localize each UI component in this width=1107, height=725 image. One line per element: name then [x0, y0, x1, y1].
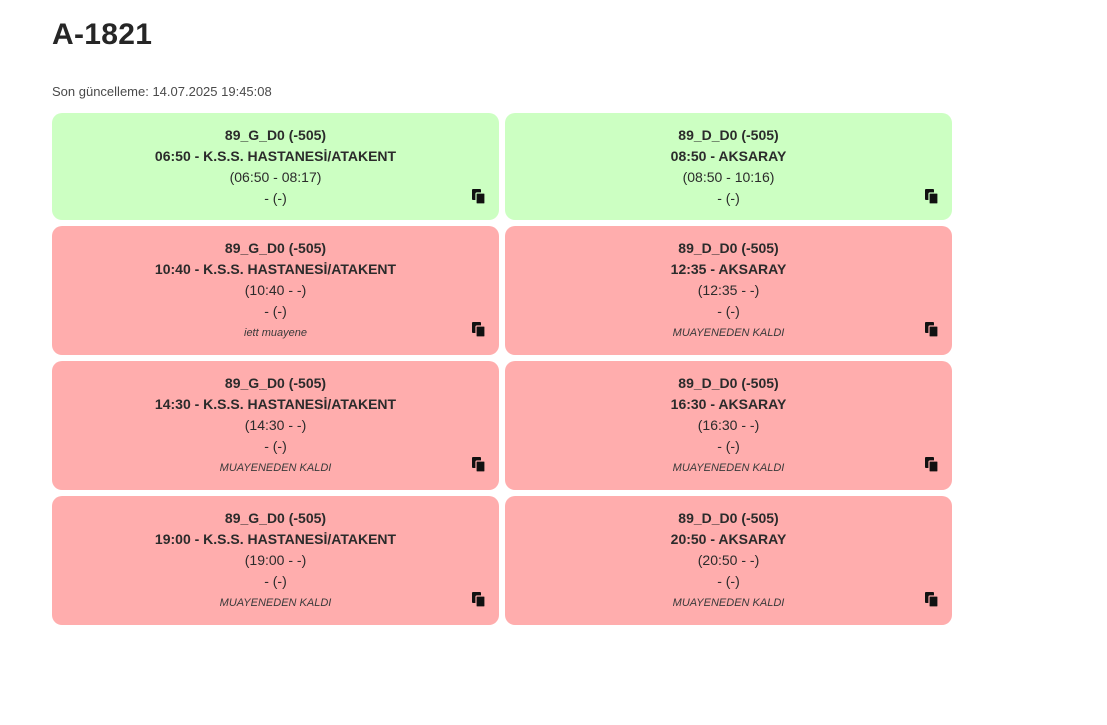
trip-driver: - (-) [717, 303, 740, 319]
copy-icon[interactable] [925, 592, 939, 607]
copy-icon[interactable] [925, 189, 939, 204]
copy-icon[interactable] [472, 189, 486, 204]
trip-time-range: (08:50 - 10:16) [682, 169, 775, 185]
copy-icon[interactable] [472, 592, 486, 607]
trip-card: 89_D_D0 (-505) 20:50 - AKSARAY (20:50 - … [505, 496, 952, 625]
trip-note: MUAYENEDEN KALDI [219, 597, 332, 609]
trip-time-range: (06:50 - 08:17) [229, 169, 322, 185]
copy-icon[interactable] [472, 457, 486, 472]
trip-time-range: (12:35 - -) [697, 282, 760, 298]
trip-time-range: (20:50 - -) [697, 552, 760, 568]
trip-card: 89_G_D0 (-505) 14:30 - K.S.S. HASTANESİ/… [52, 361, 499, 490]
trip-departure: 08:50 - AKSARAY [670, 148, 787, 164]
trip-driver: - (-) [264, 190, 287, 206]
copy-icon[interactable] [925, 457, 939, 472]
trip-driver: - (-) [264, 303, 287, 319]
page-title: A-1821 [52, 18, 153, 51]
trip-time-range: (10:40 - -) [244, 282, 307, 298]
trip-driver: - (-) [717, 190, 740, 206]
trip-route: 89_G_D0 (-505) [224, 510, 327, 526]
trip-note: iett muayene [244, 327, 307, 339]
trip-card: 89_G_D0 (-505) 10:40 - K.S.S. HASTANESİ/… [52, 226, 499, 355]
trip-card: 89_D_D0 (-505) 12:35 - AKSARAY (12:35 - … [505, 226, 952, 355]
trip-route: 89_D_D0 (-505) [678, 510, 779, 526]
trip-driver: - (-) [264, 438, 287, 454]
trip-card: 89_G_D0 (-505) 19:00 - K.S.S. HASTANESİ/… [52, 496, 499, 625]
trip-route: 89_G_D0 (-505) [224, 240, 327, 256]
trip-time-range: (16:30 - -) [697, 417, 760, 433]
trip-departure: 10:40 - K.S.S. HASTANESİ/ATAKENT [154, 261, 397, 277]
trip-route: 89_G_D0 (-505) [224, 375, 327, 391]
trip-note: MUAYENEDEN KALDI [672, 597, 785, 609]
trip-departure: 14:30 - K.S.S. HASTANESİ/ATAKENT [154, 396, 397, 412]
last-updated-text: Son güncelleme: 14.07.2025 19:45:08 [52, 84, 272, 99]
trip-departure: 16:30 - AKSARAY [670, 396, 787, 412]
trip-departure: 19:00 - K.S.S. HASTANESİ/ATAKENT [154, 531, 397, 547]
trip-route: 89_D_D0 (-505) [678, 240, 779, 256]
trip-note: MUAYENEDEN KALDI [219, 462, 332, 474]
trip-driver: - (-) [717, 573, 740, 589]
trip-grid: 89_G_D0 (-505) 06:50 - K.S.S. HASTANESİ/… [52, 113, 952, 625]
copy-icon[interactable] [472, 322, 486, 337]
trip-note: MUAYENEDEN KALDI [672, 462, 785, 474]
trip-route: 89_D_D0 (-505) [678, 375, 779, 391]
trip-departure: 20:50 - AKSARAY [670, 531, 787, 547]
trip-time-range: (14:30 - -) [244, 417, 307, 433]
trip-card: 89_G_D0 (-505) 06:50 - K.S.S. HASTANESİ/… [52, 113, 499, 220]
trip-driver: - (-) [264, 573, 287, 589]
trip-card: 89_D_D0 (-505) 16:30 - AKSARAY (16:30 - … [505, 361, 952, 490]
trip-route: 89_G_D0 (-505) [224, 127, 327, 143]
trip-time-range: (19:00 - -) [244, 552, 307, 568]
trip-departure: 06:50 - K.S.S. HASTANESİ/ATAKENT [154, 148, 397, 164]
trip-note: MUAYENEDEN KALDI [672, 327, 785, 339]
trip-driver: - (-) [717, 438, 740, 454]
trip-departure: 12:35 - AKSARAY [670, 261, 787, 277]
copy-icon[interactable] [925, 322, 939, 337]
trip-card: 89_D_D0 (-505) 08:50 - AKSARAY (08:50 - … [505, 113, 952, 220]
trip-route: 89_D_D0 (-505) [678, 127, 779, 143]
